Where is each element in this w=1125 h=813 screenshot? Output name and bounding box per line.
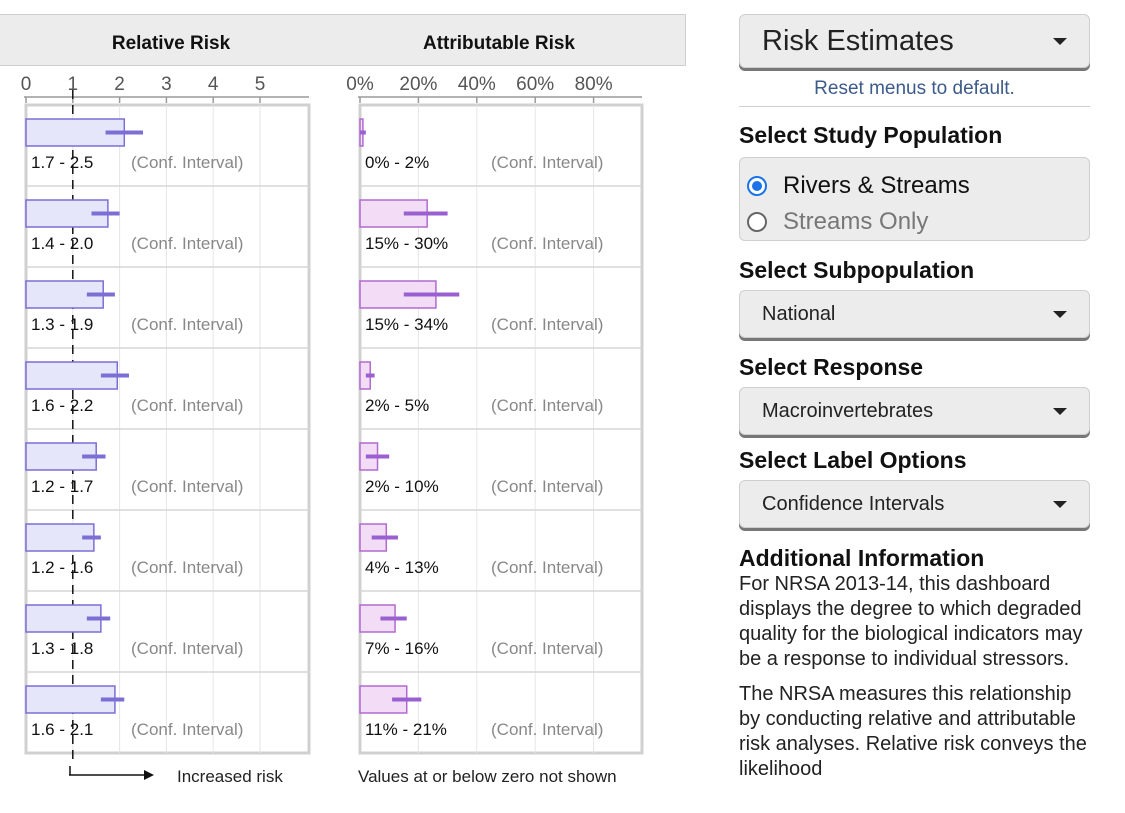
attributable-risk-tick-label: 40% [458,74,496,95]
relative-risk-row-label: 1.4 - 2.0 [31,234,93,253]
relative-risk-row-label: 1.6 - 2.2 [31,396,93,415]
relative-risk-row-note: (Conf. Interval) [131,639,243,658]
attributable-risk-row-note: (Conf. Interval) [491,477,603,496]
additional-info-title: Additional Information [739,545,985,571]
attributable-risk-row-label: 15% - 30% [365,234,448,253]
increased-risk-label: Increased risk [177,767,283,786]
relative-risk-title: Relative Risk [112,33,231,54]
attributable-risk-title: Attributable Risk [423,33,575,54]
radio-label: Rivers & Streams [783,172,970,199]
relative-risk-tick-label: 1 [68,74,79,95]
response-select[interactable]: Macroinvertebrates [739,387,1090,435]
caret-down-icon [1053,501,1067,508]
relative-risk-row-note: (Conf. Interval) [131,720,243,739]
attributable-risk-tick-label: 20% [399,74,437,95]
caret-down-icon [1053,38,1067,45]
relative-risk-row-note: (Conf. Interval) [131,315,243,334]
relative-risk-row-note: (Conf. Interval) [131,153,243,172]
relative-risk-row-label: 1.3 - 1.8 [31,639,93,658]
attributable-risk-row-label: 7% - 16% [365,639,439,658]
attributable-risk-row-note: (Conf. Interval) [491,234,603,253]
attributable-risk-row-label: 4% - 13% [365,558,439,577]
relative-risk-tick-label: 4 [208,74,219,95]
attributable-risk-row-note: (Conf. Interval) [491,153,603,172]
attributable-risk-row-note: (Conf. Interval) [491,558,603,577]
subpopulation-select[interactable]: National [739,290,1090,338]
relative-risk-row-label: 1.2 - 1.7 [31,477,93,496]
response-title: Select Response [739,354,924,380]
relative-risk-row-label: 1.2 - 1.6 [31,558,93,577]
radio-unselected-icon[interactable] [747,212,767,232]
attributable-risk-row-label: 2% - 5% [365,396,429,415]
relative-risk-row-note: (Conf. Interval) [131,558,243,577]
relative-risk-tick-label: 3 [161,74,172,95]
risk-charts: Relative Risk Attributable Risk 0 1 2 3 4 5 1.… [21,33,644,786]
attributable-risk-footnote: Values at or below zero not shown [358,767,617,786]
risk-estimates-select[interactable]: Risk Estimates [739,14,1090,68]
attributable-risk-chart: 0% 20% 40% 60% 80% 0% - 2% (Conf. Interval) 15%… [346,74,644,755]
radio-label: Streams Only [783,208,929,235]
chart-header-band [0,14,686,66]
attributable-risk-row-label: 15% - 34% [365,315,448,334]
additional-info-paragraph: For NRSA 2013-14, this dashboard display… [739,573,1083,670]
attributable-risk-row-note: (Conf. Interval) [491,396,603,415]
relative-risk-bar [25,685,116,714]
response-value: Macroinvertebrates [762,400,934,422]
radio-rivers-streams[interactable]: Rivers & Streams [740,168,1089,204]
relative-risk-row-label: 1.6 - 2.1 [31,720,93,739]
reset-menus-link[interactable]: Reset menus to default. [814,78,1015,99]
relative-risk-row-label: 1.3 - 1.9 [31,315,93,334]
relative-risk-tick-label: 5 [255,74,266,95]
attributable-risk-row-label: 2% - 10% [365,477,439,496]
label-options-select[interactable]: Confidence Intervals [739,480,1090,528]
divider [739,106,1090,107]
risk-estimates-value: Risk Estimates [762,25,954,57]
label-options-title: Select Label Options [739,447,967,473]
attributable-risk-row-note: (Conf. Interval) [491,315,603,334]
relative-risk-chart: 0 1 2 3 4 5 1.7 - 2.5 (Conf. Interval) 1.4 - 2.0… [21,74,311,765]
relative-risk-tick-label: 0 [21,74,32,95]
attributable-risk-row-label: 11% - 21% [365,720,447,739]
relative-risk-row-label: 1.7 - 2.5 [31,153,93,172]
relative-risk-tick-label: 2 [114,74,125,95]
relative-risk-row-note: (Conf. Interval) [131,396,243,415]
increased-risk-arrow [69,766,154,780]
attributable-risk-tick-label: 60% [516,74,554,95]
label-options-value: Confidence Intervals [762,493,945,515]
attributable-risk-row-note: (Conf. Interval) [491,639,603,658]
attributable-risk-row-label: 0% - 2% [365,153,429,172]
additional-info-paragraph: The NRSA measures this relationship by c… [739,683,1087,780]
attributable-risk-tick-label: 0% [346,74,374,95]
radio-selected-icon[interactable] [747,176,767,196]
subpopulation-value: National [762,303,836,325]
radio-streams-only[interactable]: Streams Only [740,204,1089,240]
relative-risk-row-note: (Conf. Interval) [131,234,243,253]
study-population-group: Rivers & Streams Streams Only [739,157,1090,241]
control-panel: Risk Estimates Reset menus to default. S… [739,14,1090,782]
attributable-risk-tick-label: 80% [575,74,613,95]
attributable-risk-row-note: (Conf. Interval) [491,720,603,739]
caret-down-icon [1053,311,1067,318]
caret-down-icon [1053,408,1067,415]
subpopulation-title: Select Subpopulation [739,257,975,283]
relative-risk-row-note: (Conf. Interval) [131,477,243,496]
study-population-title: Select Study Population [739,122,1003,148]
